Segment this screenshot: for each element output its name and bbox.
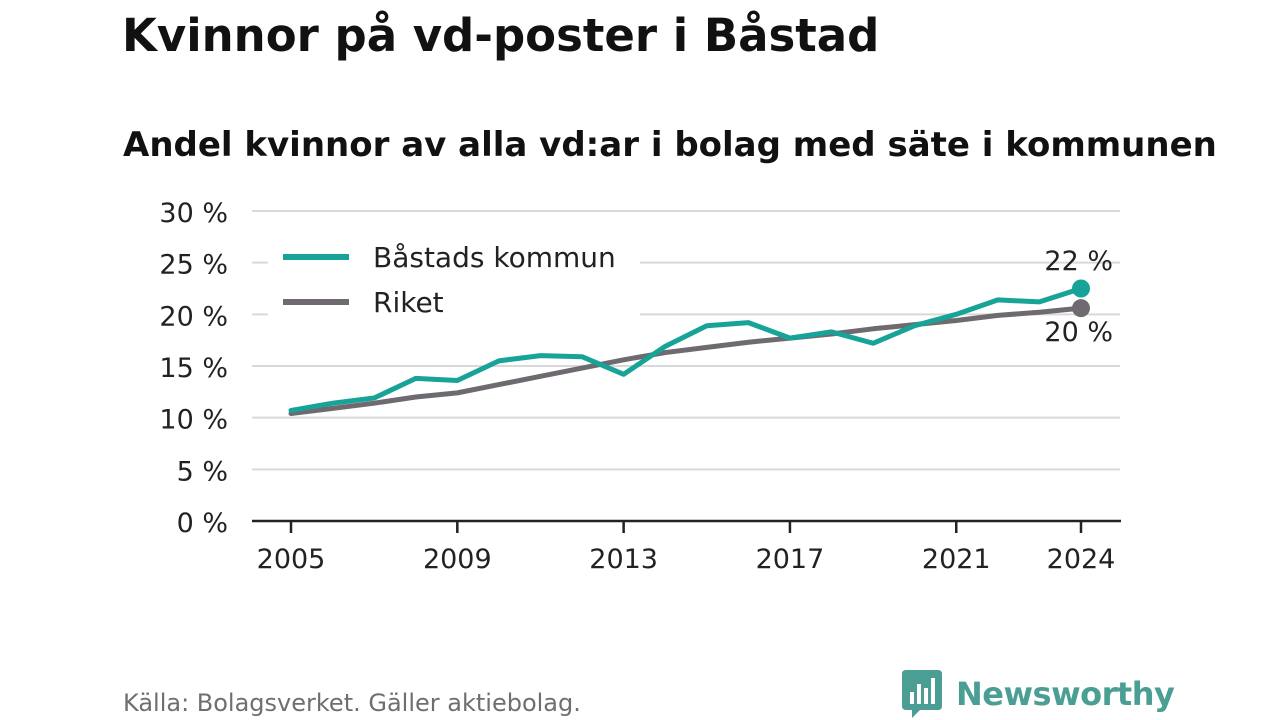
x-tick-label: 2017	[756, 544, 825, 575]
x-tick-label: 2013	[589, 544, 658, 575]
end-value-label: 22 %	[1044, 246, 1113, 277]
end-point-marker	[1072, 299, 1090, 318]
x-tick-label: 2009	[423, 544, 492, 575]
chart-subtitle: Andel kvinnor av alla vd:ar i bolag med …	[123, 125, 1217, 165]
end-markers: 22 % 20 %	[1044, 246, 1113, 348]
x-tick-label: 2024	[1047, 544, 1116, 575]
y-tick-label: 5 %	[177, 456, 228, 487]
y-tick-label: 10 %	[159, 405, 228, 436]
brand-name: Newsworthy	[956, 675, 1175, 713]
legend-label: Riket	[373, 286, 444, 319]
legend: Båstads kommun Riket	[268, 236, 640, 328]
x-tick-label: 2021	[922, 544, 991, 575]
series-line	[288, 286, 1084, 413]
y-tick-label: 20 %	[159, 301, 228, 332]
series-line	[288, 305, 1084, 417]
y-axis-ticks: 0 % 5 % 10 % 15 % 20 % 25 % 30 %	[159, 198, 228, 539]
series-lines	[288, 286, 1084, 417]
source-note: Källa: Bolagsverket. Gäller aktiebolag.	[123, 689, 581, 717]
y-tick-label: 25 %	[159, 250, 228, 281]
end-point-marker	[1072, 279, 1090, 298]
bar-chart-speech-bubble-icon	[902, 670, 942, 718]
legend-label: Båstads kommun	[373, 241, 616, 274]
y-tick-label: 15 %	[159, 353, 228, 384]
y-tick-label: 0 %	[177, 508, 228, 539]
brand-logo: Newsworthy	[902, 670, 1175, 718]
x-tick-label: 2005	[257, 544, 326, 575]
y-tick-label: 30 %	[159, 198, 228, 229]
end-value-label: 20 %	[1044, 317, 1113, 348]
legend-background	[268, 236, 640, 328]
x-axis-ticks: 2005 2009 2013 2017 2021 2024	[257, 521, 1116, 575]
chart-title: Kvinnor på vd-poster i Båstad	[122, 9, 880, 62]
